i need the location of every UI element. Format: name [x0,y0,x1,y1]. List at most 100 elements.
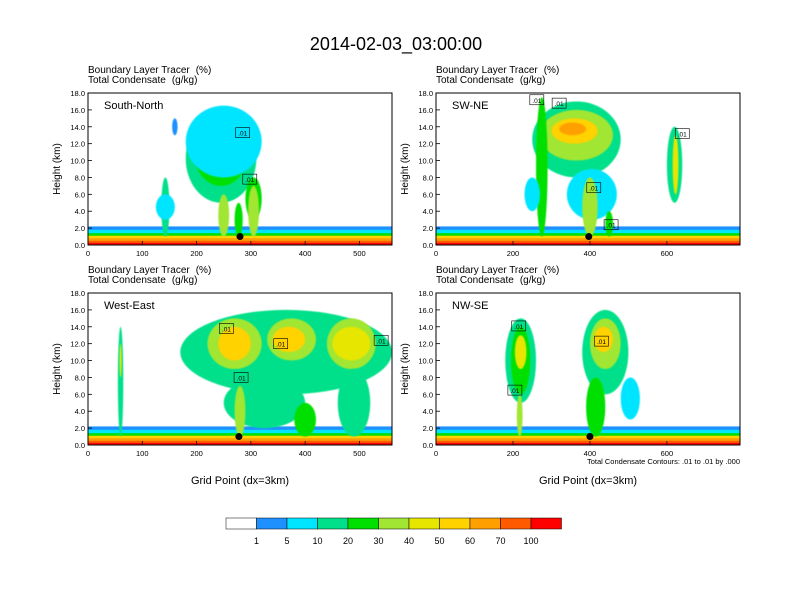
colorbar-swatch [408,517,440,530]
tracer-plume [536,97,548,237]
colorbar-label: 70 [495,536,505,546]
x-tick-label: 0 [434,449,438,458]
y-tick-label: 6.0 [423,390,433,399]
contour-label: .01 [514,324,523,331]
y-tick-label: 8.0 [423,173,433,182]
y-tick-label: 4.0 [75,407,85,416]
tracer-plume [218,326,251,361]
tracer-plume [559,122,587,136]
y-tick-label: 0.0 [75,241,85,250]
panel-nw-se: Boundary Layer Tracer (%) Total Condensat… [400,265,741,487]
y-tick-label: 14.0 [418,323,433,332]
y-tick-label: 18.0 [418,289,433,298]
y-tick-label: 2.0 [423,424,433,433]
y-tick-label: 0.0 [423,241,433,250]
y-tick-label: 8.0 [75,373,85,382]
panel-label: NW-SE [452,300,488,312]
svg-text:Total Condensate(g/kg): Total Condensate (g/kg) [436,75,545,86]
y-tick-label: 4.0 [423,407,433,416]
y-axis-label: Height (km) [52,343,63,395]
heatmap-field: .01 .01 .01 .01 [88,309,392,445]
x-tick-label: 0 [86,249,90,258]
panel-header-line1: Boundary Layer Tracer [88,265,190,276]
x-tick-label: 500 [353,249,366,258]
heatmap-field: .01 .01 .01 .01 .01 [436,94,740,245]
contour-label: .01 [532,98,541,105]
panel-header-line2: Total Condensate [436,275,514,286]
colorbar-label: 40 [404,536,414,546]
tracer-plume [155,194,175,220]
axes: 0 100 200 300 400 500 0.0 2.0 4.0 6.0 8.0 10.0 12.0 1… [70,289,365,458]
location-marker [585,233,593,241]
contour-label: .01 [276,342,285,349]
panel-header-line1: Boundary Layer Tracer [436,65,538,76]
y-tick-label: 8.0 [75,173,85,182]
x-tick-label: 400 [584,449,597,458]
panel-label: SW-NE [452,100,488,112]
tracer-plume [234,385,246,437]
tracer-layer [436,242,740,245]
colorbar-swatch [469,517,501,530]
svg-text:Boundary Layer Tracer(%): Boundary Layer Tracer (%) [88,265,211,276]
tracer-layer [436,442,740,445]
y-tick-label: 16.0 [70,106,85,115]
panel-south-north: Boundary Layer Tracer (%) Total Condensat… [52,65,393,258]
heatmap-field: .01 .01 [88,105,392,245]
colorbar-swatch [347,517,379,530]
contour-label: .01 [597,339,606,346]
panel-west-east: Boundary Layer Tracer (%) Total Condensat… [52,265,393,487]
colorbar-swatch [530,517,562,530]
tracer-plume [516,394,523,437]
x-tick-label: 200 [190,249,203,258]
panel-header-line2: Total Condensate [88,75,166,86]
contour-label-box [511,320,527,332]
tracer-plume [605,211,614,237]
y-tick-label: 12.0 [418,340,433,349]
y-tick-label: 16.0 [70,306,85,315]
y-tick-label: 18.0 [70,289,85,298]
contour-label-box [373,334,389,346]
x-tick-label: 100 [136,249,149,258]
y-tick-label: 10.0 [418,157,433,166]
tracer-plume [620,377,640,420]
tracer-plume [117,326,124,437]
x-tick-label: 300 [245,249,258,258]
contour-label-box [551,97,567,109]
contour-label: .01 [589,186,598,193]
contour-label-box [242,173,258,185]
contour-label: .01 [377,338,386,345]
tracer-plume [272,326,306,353]
tracer-plume [582,177,598,237]
svg-text:Total Condensate(g/kg): Total Condensate (g/kg) [436,275,545,286]
x-tick-label: 400 [299,249,312,258]
contour-label-box [507,384,523,396]
y-tick-label: 10.0 [418,357,433,366]
y-tick-label: 18.0 [70,89,85,98]
y-axis-label: Height (km) [400,143,411,195]
contour-label-box [219,323,234,334]
y-tick-label: 8.0 [423,373,433,382]
tracer-layer [88,442,392,445]
colorbar-label: 50 [434,536,444,546]
plot-frame [87,92,393,246]
y-tick-label: 2.0 [423,224,433,233]
x-tick-label: 600 [661,449,674,458]
contour-label: .01 [607,223,616,230]
colorbar-label: 5 [284,536,289,546]
svg-text:Boundary Layer Tracer(%): Boundary Layer Tracer (%) [88,65,211,76]
svg-text:Total Condensate(g/kg): Total Condensate (g/kg) [88,75,197,86]
contour-label-box [529,94,545,106]
contour-label-box [594,335,609,347]
y-tick-label: 2.0 [75,424,85,433]
colorbar-label: 60 [465,536,475,546]
y-tick-label: 16.0 [418,106,433,115]
tracer-plume [524,177,540,212]
y-tick-label: 0.0 [423,441,433,450]
contour-label: .01 [245,177,254,184]
contour-label: .01 [510,388,519,395]
panel-header-line1: Boundary Layer Tracer [88,65,190,76]
x-tick-label: 300 [245,449,258,458]
axes: 0 200 400 600 0.0 2.0 4.0 6.0 8.0 10.0 12.0 14.0 16.… [418,289,673,458]
y-axis-label: Height (km) [400,343,411,395]
